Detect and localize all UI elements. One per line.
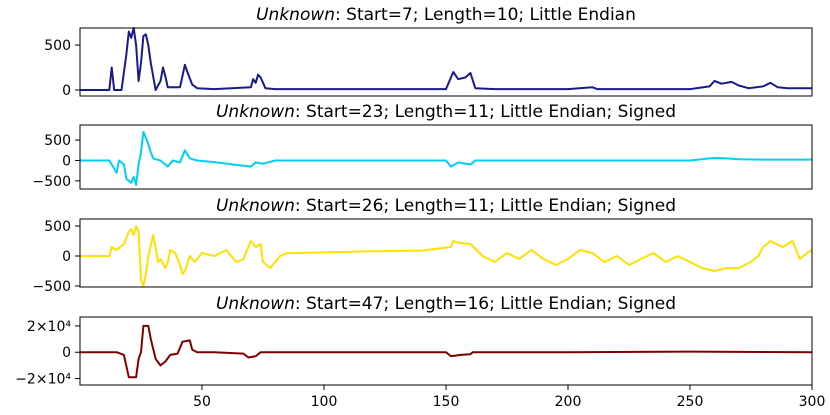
y-tick-label: 500	[44, 38, 71, 54]
title-emphasis: Unknown	[216, 294, 295, 314]
axes-frame	[79, 316, 813, 386]
x-tick-label: 150	[433, 394, 460, 410]
subplot-title: Unknown: Start=23; Length=11; Little End…	[216, 102, 676, 122]
x-tick-label: 250	[677, 394, 704, 410]
x-tick-label: 50	[193, 394, 211, 410]
title-text: : Start=7; Length=10; Little Endian	[335, 5, 636, 25]
data-line	[80, 27, 812, 91]
title-text: : Start=23; Length=11; Little Endian; Si…	[295, 102, 676, 122]
axes-frame	[79, 124, 813, 190]
y-tick-label: 0	[62, 345, 71, 361]
subplot-title: Unknown: Start=26; Length=11; Little End…	[216, 196, 676, 216]
y-tick-label: 500	[44, 133, 71, 149]
title-text: : Start=47; Length=16; Little Endian; Si…	[295, 294, 676, 314]
y-tick-label: −500	[33, 174, 71, 190]
data-line	[80, 324, 813, 379]
y-tick-label: 500	[44, 219, 71, 235]
title-text: : Start=26; Length=11; Little Endian; Si…	[295, 196, 676, 216]
subplot-title: Unknown: Start=7; Length=10; Little Endi…	[256, 5, 636, 25]
y-tick-label: 0	[62, 153, 71, 169]
title-emphasis: Unknown	[216, 102, 295, 122]
y-tick-label: 0	[62, 249, 71, 265]
title-emphasis: Unknown	[216, 196, 295, 216]
x-tick-label: 100	[311, 394, 338, 410]
axes-frame	[79, 27, 813, 97]
x-tick-label: 300	[799, 394, 826, 410]
y-tick-label: 2×10⁴	[27, 319, 71, 335]
data-line	[80, 225, 813, 287]
subplot-title: Unknown: Start=47; Length=16; Little End…	[216, 294, 676, 314]
y-tick-label: −2×10⁴	[15, 372, 71, 388]
y-tick-label: 0	[62, 83, 71, 99]
title-emphasis: Unknown	[256, 5, 335, 25]
data-line	[80, 130, 812, 186]
x-tick-label: 200	[555, 394, 582, 410]
axes-frame	[79, 218, 813, 288]
y-tick-label: −500	[33, 279, 71, 295]
